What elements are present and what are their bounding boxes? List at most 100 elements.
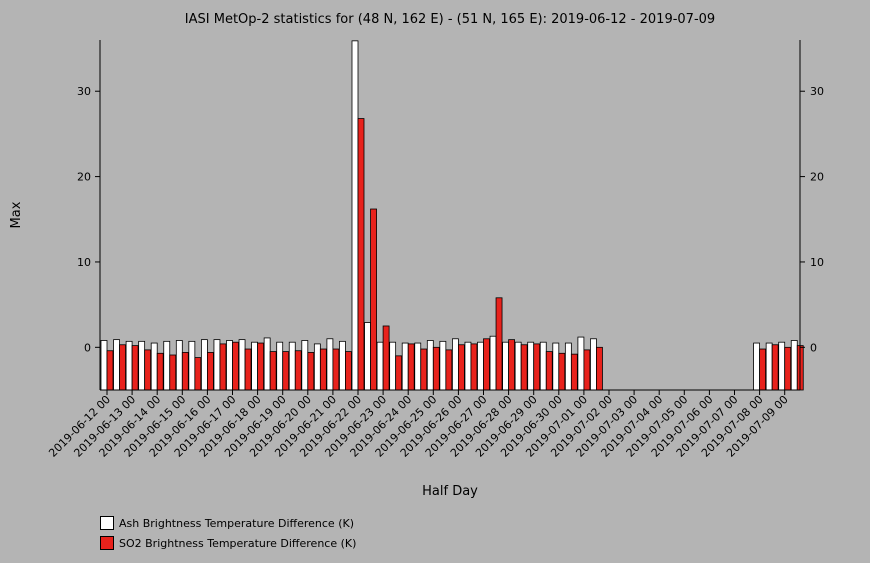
ash-bar <box>326 338 334 391</box>
so2-bar <box>370 208 377 391</box>
ash-bar <box>778 341 786 391</box>
ash-bar <box>150 342 158 391</box>
so2-bar <box>294 350 302 391</box>
so2-bar <box>144 349 152 391</box>
so2-bar <box>457 344 465 391</box>
ash-bar <box>590 338 597 391</box>
so2-bar <box>206 352 214 391</box>
ash-bar <box>564 342 572 391</box>
ash-bar <box>226 340 233 391</box>
ash-bar <box>339 340 346 391</box>
ash-bar <box>765 342 773 391</box>
y-tick-label-right: 20 <box>810 171 824 184</box>
ash-bar <box>376 341 384 391</box>
so2-bar <box>545 351 553 391</box>
ash-bar <box>100 340 108 391</box>
so2-bar <box>345 351 352 391</box>
so2-bar <box>169 354 177 391</box>
so2-bar <box>483 338 490 391</box>
ash-bar <box>276 341 284 391</box>
so2-bar <box>583 349 591 391</box>
so2-bar <box>232 341 239 391</box>
ash-bar <box>439 340 447 391</box>
y-tick-label-right: 10 <box>810 256 824 269</box>
legend-label-ash: Ash Brightness Temperature Difference (K… <box>119 516 354 530</box>
so2-bar <box>520 344 528 391</box>
ash-bar <box>451 338 459 391</box>
ash-bar <box>301 340 309 391</box>
ash-bar <box>351 40 359 391</box>
ash-bar <box>489 335 497 391</box>
so2-bar <box>307 352 315 391</box>
ash-bar <box>238 339 246 391</box>
y-tick-label-left: 20 <box>77 171 91 184</box>
legend-swatch-ash <box>100 516 114 530</box>
ash-bar <box>401 342 409 391</box>
so2-bar <box>382 325 390 391</box>
ash-bar <box>138 340 146 391</box>
ash-bar <box>163 340 171 391</box>
ash-bar <box>426 340 434 391</box>
ash-bar <box>577 336 585 391</box>
ash-bar <box>414 342 422 391</box>
so2-bar <box>332 348 340 391</box>
ash-bar <box>251 341 259 391</box>
ash-bar <box>213 339 221 391</box>
ash-bar <box>464 341 472 391</box>
so2-bar <box>596 346 603 391</box>
ash-bar <box>389 341 397 391</box>
ash-bar <box>477 341 484 391</box>
so2-bar <box>407 343 415 391</box>
legend: Ash Brightness Temperature Difference (K… <box>100 513 356 553</box>
y-axis-label: Max <box>9 201 24 228</box>
so2-bar <box>257 342 265 391</box>
so2-bar <box>533 343 541 391</box>
ash-bar <box>288 341 296 391</box>
y-tick-label-left: 0 <box>84 341 91 354</box>
ash-bar <box>552 342 560 391</box>
so2-bar <box>219 343 227 391</box>
so2-bar <box>395 355 403 391</box>
so2-bar <box>319 348 327 391</box>
ash-bar <box>514 341 522 391</box>
ash-bar <box>364 322 371 391</box>
ash-bar <box>527 341 535 391</box>
y-tick-label-left: 30 <box>77 85 91 98</box>
so2-bar <box>269 351 277 391</box>
so2-bar <box>508 339 516 391</box>
so2-bar <box>759 348 766 391</box>
so2-bar <box>771 344 779 391</box>
so2-bar <box>131 345 139 391</box>
so2-bar <box>181 352 189 391</box>
so2-bar <box>570 353 578 391</box>
so2-bar <box>119 344 126 391</box>
ash-bar <box>188 340 196 391</box>
so2-bar <box>784 346 792 391</box>
ash-bar <box>263 337 271 391</box>
so2-bar <box>558 352 566 391</box>
ash-bar <box>539 341 547 391</box>
so2-bar <box>156 352 164 391</box>
ash-bar <box>200 339 208 391</box>
legend-swatch-so2 <box>100 536 114 550</box>
ash-bar <box>175 340 183 391</box>
legend-label-so2: SO2 Brightness Temperature Difference (K… <box>119 536 357 550</box>
x-axis-label: Half Day <box>422 484 478 499</box>
so2-bar <box>495 297 503 391</box>
so2-bar <box>194 357 202 391</box>
ash-bar <box>753 342 760 391</box>
y-tick-label-right: 30 <box>810 85 824 98</box>
so2-bar <box>282 351 290 391</box>
so2-bar <box>445 349 453 391</box>
legend-item-ash: Ash Brightness Temperature Difference (K… <box>100 513 356 533</box>
ash-bar <box>502 341 510 391</box>
so2-bar <box>106 350 114 391</box>
so2-bar <box>432 346 440 391</box>
ash-bar <box>125 340 133 391</box>
so2-bar <box>420 348 428 391</box>
chart-title: IASI MetOp-2 statistics for (48 N, 162 E… <box>185 12 715 27</box>
legend-item-so2: SO2 Brightness Temperature Difference (K… <box>100 533 356 553</box>
so2-bar <box>470 343 478 391</box>
y-tick-label-right: 0 <box>810 341 817 354</box>
